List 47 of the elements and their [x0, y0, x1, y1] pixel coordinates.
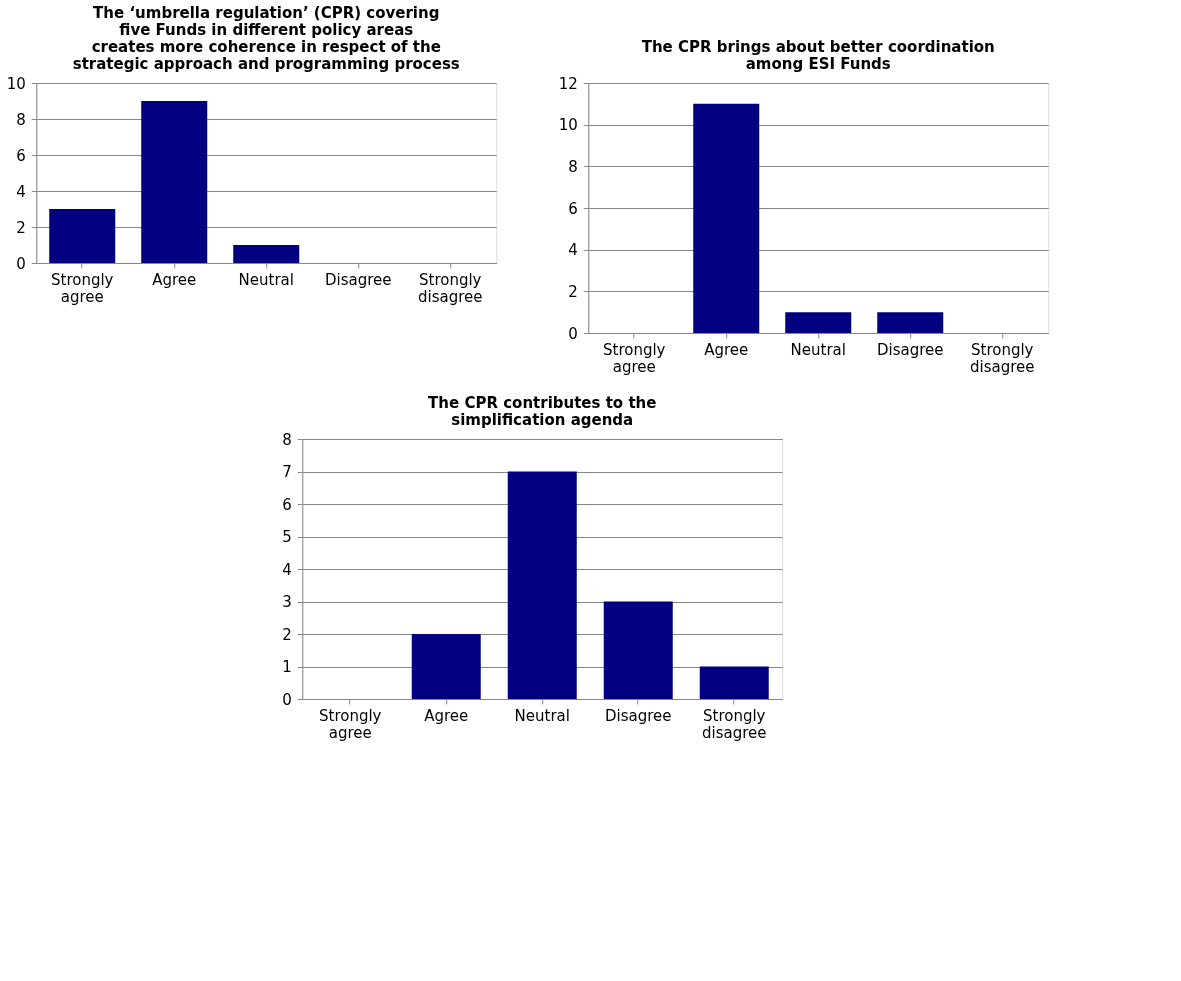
chart-title: The ‘umbrella regulation’ (CPR) covering five Funds in different policy areas creates more coherence in respect of the strategic approach and programming process — [72, 4, 460, 73]
y-tick-label: 10 — [558, 116, 578, 135]
x-tick-label: Neutral — [790, 340, 846, 359]
bar — [141, 101, 208, 263]
y-tick-label: 3 — [282, 593, 292, 611]
y-tick-label: 8 — [16, 110, 26, 129]
y-tick-label: 6 — [282, 495, 292, 514]
chart-title: The CPR brings about better coordination among ESI Funds — [641, 38, 995, 73]
y-tick-label: 7 — [282, 463, 292, 481]
x-tick-label: Disagree — [324, 270, 392, 289]
x-tick-label: Agree — [152, 270, 197, 289]
y-tick-label: 2 — [568, 282, 578, 301]
y-tick-label: 4 — [282, 560, 292, 579]
bar — [507, 471, 577, 699]
bar — [233, 245, 300, 263]
x-tick-label: Agree — [424, 706, 469, 725]
y-tick-label: 0 — [282, 690, 292, 709]
x-tick-label: Strongly agree — [51, 270, 114, 306]
y-tick-label: 8 — [568, 157, 578, 176]
y-tick-label: 8 — [282, 430, 292, 449]
bar — [49, 209, 116, 263]
y-tick-label: 2 — [16, 218, 26, 237]
x-tick-label: Strongly agree — [319, 706, 382, 742]
x-tick-label: Strongly agree — [603, 340, 666, 376]
y-tick-label: 1 — [282, 658, 292, 676]
y-tick-label: 2 — [282, 625, 292, 644]
y-tick-label: 12 — [558, 74, 578, 93]
y-tick-label: 10 — [6, 74, 26, 93]
x-tick-label: Agree — [704, 340, 749, 359]
x-tick-label: Neutral — [514, 706, 570, 725]
y-tick-label: 5 — [282, 528, 292, 546]
x-tick-label: Strongly disagree — [969, 340, 1035, 376]
y-tick-label: 6 — [16, 146, 26, 165]
chart-title: The CPR contributes to the simplification agenda — [428, 394, 657, 429]
y-tick-label: 6 — [568, 199, 578, 218]
y-tick-label: 0 — [16, 254, 26, 273]
x-tick-label: Disagree — [604, 706, 672, 725]
y-tick-label: 4 — [568, 241, 578, 260]
x-tick-label: Neutral — [238, 270, 294, 289]
x-tick-label: Strongly disagree — [417, 270, 483, 306]
bar — [603, 601, 673, 699]
x-tick-label: Strongly disagree — [701, 706, 767, 742]
x-tick-label: Disagree — [876, 340, 944, 359]
y-tick-label: 0 — [568, 324, 578, 343]
bar — [411, 634, 481, 699]
y-tick-label: 4 — [16, 182, 26, 201]
bar — [699, 666, 769, 699]
